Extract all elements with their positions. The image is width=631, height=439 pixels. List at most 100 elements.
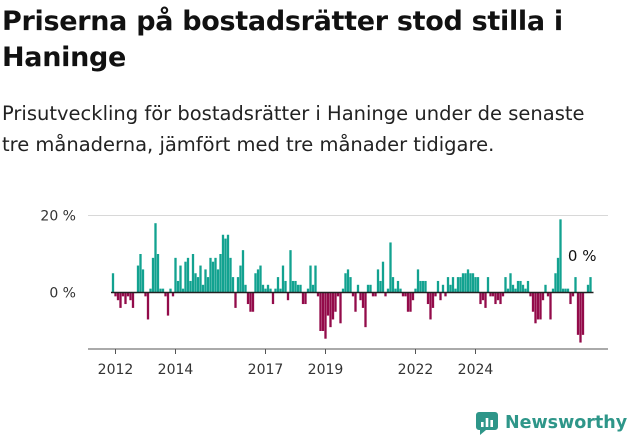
bar — [304, 292, 307, 305]
bar — [234, 292, 237, 308]
bar — [124, 292, 127, 305]
bar — [136, 265, 140, 293]
bar — [324, 292, 327, 339]
bar — [371, 292, 375, 297]
bar — [514, 288, 517, 293]
bar — [444, 292, 447, 297]
bar — [201, 284, 205, 293]
bar — [301, 292, 305, 305]
bar — [411, 292, 415, 301]
bar-chart: 0 % 20 % 2012 2014 2017 2019 2022 2024 0 % — [40, 209, 608, 378]
bar — [546, 292, 550, 297]
bar — [554, 273, 557, 293]
bar — [349, 277, 352, 293]
bar — [569, 292, 572, 305]
bar — [379, 280, 382, 293]
bar — [229, 257, 232, 293]
bar — [581, 292, 585, 335]
newsworthy-logo-icon — [476, 412, 498, 435]
bar — [429, 292, 432, 320]
bar — [449, 284, 452, 293]
bar — [306, 288, 310, 293]
bar — [476, 277, 480, 293]
bar — [524, 288, 527, 293]
x-tick-label: 2012 — [98, 362, 134, 378]
bar — [284, 280, 287, 293]
bar — [149, 288, 152, 293]
bar — [346, 269, 350, 293]
bar — [386, 288, 390, 293]
bar — [281, 265, 285, 293]
bar — [211, 261, 215, 293]
bar — [224, 238, 227, 293]
bar — [114, 292, 117, 297]
newsworthy-brand[interactable]: Newsworthy — [475, 408, 627, 438]
bar — [516, 280, 520, 293]
bar — [321, 292, 325, 331]
bar — [236, 277, 240, 293]
bar — [194, 273, 197, 293]
bar — [394, 288, 397, 293]
bar — [566, 288, 570, 293]
bar — [589, 277, 592, 293]
bar — [169, 288, 172, 293]
bar — [139, 254, 142, 293]
bar — [434, 292, 437, 297]
bar — [401, 292, 405, 297]
bar — [564, 288, 567, 293]
bar — [361, 292, 365, 308]
bar — [166, 292, 170, 316]
bar — [119, 292, 122, 308]
bar — [389, 242, 392, 293]
bar — [254, 273, 257, 293]
bar — [226, 234, 230, 293]
bar — [189, 280, 192, 293]
bar — [446, 277, 450, 293]
bar — [274, 288, 277, 293]
bar — [431, 292, 435, 308]
bar — [474, 277, 477, 293]
bar — [396, 280, 400, 293]
bar — [261, 284, 265, 293]
bar — [214, 257, 217, 293]
bar — [209, 257, 212, 293]
bar — [504, 277, 507, 293]
bar — [356, 284, 360, 293]
bar — [461, 273, 465, 293]
bar — [531, 292, 535, 312]
bar — [416, 269, 420, 293]
bar — [341, 288, 345, 293]
bar — [174, 257, 177, 293]
bar — [501, 292, 505, 297]
bar — [511, 284, 515, 293]
bar — [206, 277, 210, 293]
bar — [126, 292, 130, 297]
bar — [309, 265, 312, 293]
bar — [424, 280, 427, 293]
bar — [196, 277, 200, 293]
bar — [269, 288, 272, 293]
bar — [239, 265, 242, 293]
bar — [144, 292, 147, 297]
bar — [129, 292, 132, 301]
bar — [264, 288, 267, 293]
bar — [534, 292, 537, 324]
bar — [151, 257, 155, 293]
bar — [491, 292, 495, 297]
bar — [541, 292, 545, 301]
bar — [494, 292, 497, 305]
bar — [266, 284, 270, 293]
bar — [439, 292, 442, 301]
bar — [479, 292, 482, 305]
bar — [419, 280, 422, 293]
bar — [184, 261, 187, 293]
bar — [164, 292, 167, 297]
bar — [171, 292, 175, 297]
bar — [179, 265, 182, 293]
bar — [459, 277, 462, 293]
bar — [141, 269, 145, 293]
brand-name: Newsworthy — [505, 413, 628, 433]
bar — [204, 269, 207, 293]
bar — [116, 292, 120, 301]
bar — [336, 292, 340, 297]
